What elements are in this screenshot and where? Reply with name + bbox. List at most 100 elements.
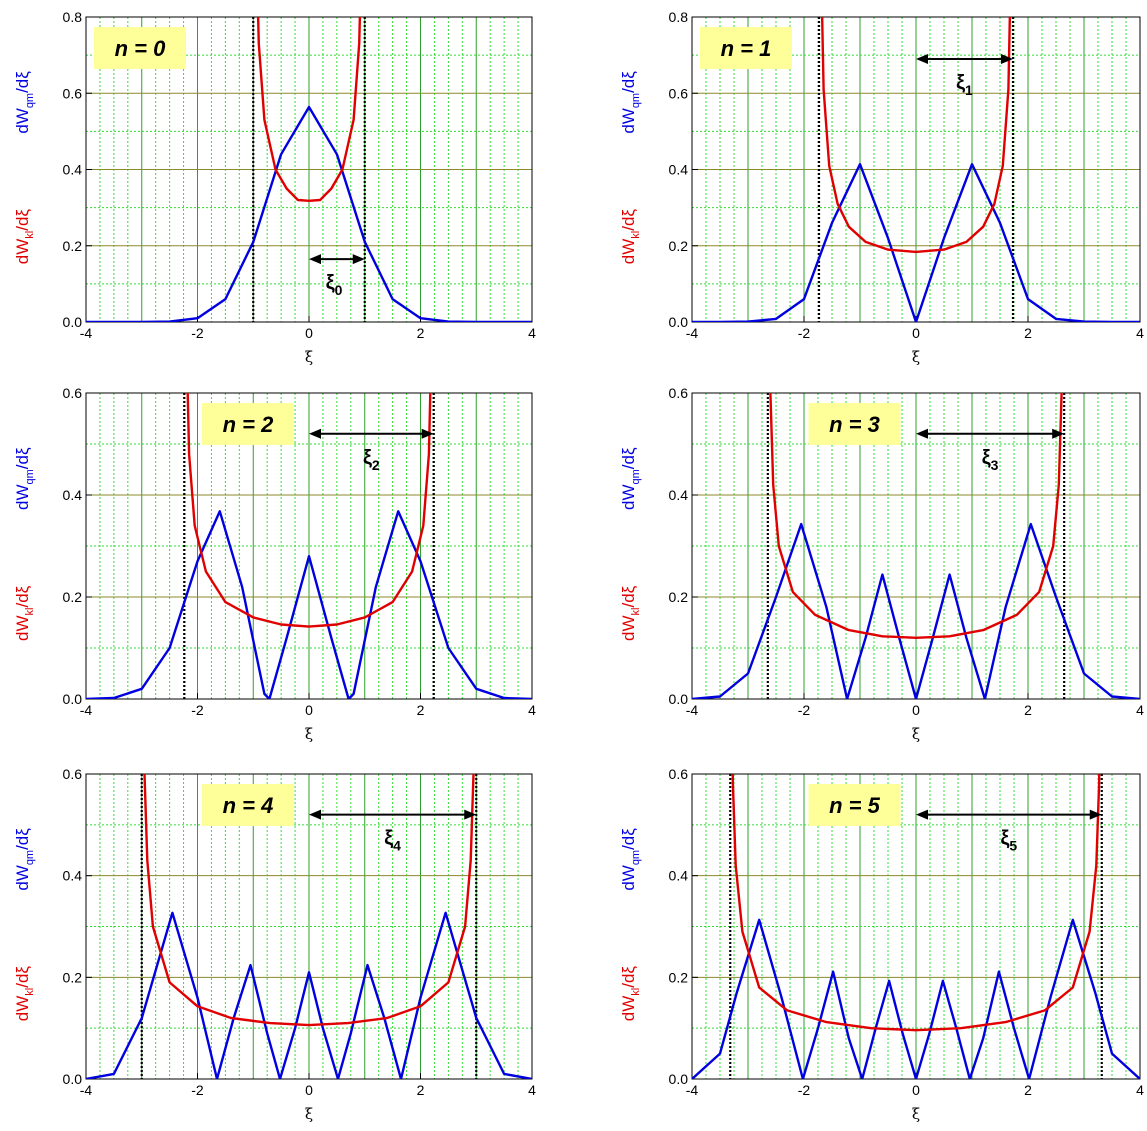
- n-label-box: [201, 403, 294, 445]
- y-tick-label: 0.0: [669, 314, 689, 330]
- n-label: n = 5: [829, 793, 881, 818]
- x-tick-label: 4: [528, 702, 536, 718]
- n-label: n = 3: [829, 412, 880, 437]
- n-label: n = 4: [223, 793, 274, 818]
- arrow-head-right: [1052, 428, 1065, 439]
- y-tick-label: 0.2: [669, 589, 689, 605]
- arrow-head-left: [309, 809, 321, 820]
- arrow-head-left: [916, 809, 928, 820]
- x-tick-label: 0: [912, 702, 920, 718]
- xi-label: ξ1: [956, 72, 973, 98]
- x-tick-label: -2: [191, 702, 204, 718]
- x-tick-label: -2: [798, 325, 811, 341]
- y-axis-label-qm: dWqm/dξ: [13, 828, 36, 891]
- y-tick-label: 0.4: [669, 868, 689, 884]
- n-label-box: [201, 784, 294, 826]
- x-tick-label: 0: [305, 325, 313, 341]
- x-tick-label: 4: [1136, 1082, 1144, 1098]
- series-kl-line: [256, 17, 362, 203]
- arrow-head-left: [309, 428, 321, 439]
- n-label: n = 2: [223, 412, 275, 437]
- y-tick-label: 0.0: [63, 314, 83, 330]
- y-tick-label: 0.4: [669, 162, 689, 178]
- series-kl-line: [143, 774, 475, 1027]
- plot-panel-n5: -4 -2 0 2 4 0.0 0.2 0.4 0.6 ξ dWqm/dξ dWkl/dξ n = 5 ξ…: [619, 766, 1144, 1123]
- y-axis-label-kl: dWkl/dξ: [619, 209, 642, 265]
- series-kl-line: [820, 17, 1012, 254]
- x-tick-label: -4: [80, 702, 93, 718]
- series-kl-line: [186, 393, 432, 628]
- x-axis-label: ξ: [305, 725, 313, 743]
- y-tick-label: 0.2: [669, 238, 689, 254]
- x-tick-label: 4: [1136, 702, 1144, 718]
- plot-panel-n4: -4 -2 0 2 4 0.0 0.2 0.4 0.6 ξ dWqm/dξ dWkl/dξ n = 4 ξ…: [13, 766, 536, 1123]
- y-tick-label: 0.4: [63, 868, 83, 884]
- y-tick-label: 0.0: [669, 691, 689, 707]
- series-qm-line: [692, 522, 1140, 699]
- y-tick-label: 0.2: [63, 589, 83, 605]
- x-tick-label: -4: [80, 1082, 93, 1098]
- y-tick-label: 0.0: [669, 1071, 689, 1087]
- y-tick-label: 0.6: [669, 385, 689, 401]
- series-qm-line: [86, 911, 532, 1079]
- x-tick-label: 2: [417, 1082, 425, 1098]
- x-tick-label: -2: [191, 325, 204, 341]
- xi-label: ξ5: [1001, 828, 1018, 854]
- y-tick-label: 0.4: [63, 487, 83, 503]
- x-tick-label: -4: [686, 702, 699, 718]
- y-axis-label-kl: dWkl/dξ: [13, 585, 36, 641]
- plot-panel-n2: -4 -2 0 2 4 0.0 0.2 0.4 0.6 ξ dWqm/dξ dWkl/dξ n = 2 ξ…: [13, 385, 536, 743]
- y-tick-label: 0.8: [669, 9, 689, 25]
- y-axis-label-kl: dWkl/dξ: [619, 585, 642, 641]
- y-axis-label-qm: dWqm/dξ: [619, 71, 642, 134]
- y-tick-label: 0.8: [63, 9, 83, 25]
- y-axis-label-qm: dWqm/dξ: [619, 828, 642, 891]
- x-tick-label: 0: [912, 1082, 920, 1098]
- n-label-box: [94, 27, 186, 69]
- x-tick-label: 0: [305, 1082, 313, 1098]
- y-tick-label: 0.6: [63, 385, 83, 401]
- y-axis-label-kl: dWkl/dξ: [13, 966, 36, 1022]
- y-tick-label: 0.0: [63, 1071, 83, 1087]
- x-tick-label: 4: [528, 1082, 536, 1098]
- y-tick-label: 0.6: [63, 766, 83, 782]
- series-qm-line: [86, 105, 532, 322]
- x-tick-label: 2: [1024, 325, 1032, 341]
- x-tick-label: -2: [798, 702, 811, 718]
- y-tick-label: 0.4: [63, 162, 83, 178]
- series-kl-line: [769, 393, 1063, 639]
- xi-label: ξ4: [384, 828, 401, 854]
- arrow-head-left: [916, 53, 928, 64]
- x-axis-label: ξ: [912, 1105, 920, 1123]
- x-axis-label: ξ: [305, 1105, 313, 1123]
- x-tick-label: 2: [417, 325, 425, 341]
- n-label-box: [808, 403, 901, 445]
- x-tick-label: 4: [1136, 325, 1144, 341]
- plot-panel-n3: -4 -2 0 2 4 0.0 0.2 0.4 0.6 ξ dWqm/dξ dWkl/dξ n = 3 ξ…: [619, 385, 1144, 743]
- x-axis-label: ξ: [912, 725, 920, 743]
- x-tick-label: -4: [686, 325, 699, 341]
- n-label-box: [700, 27, 792, 69]
- series-qm-line: [692, 162, 1140, 322]
- arrow-head-left: [916, 428, 928, 439]
- x-tick-label: 0: [912, 325, 920, 341]
- x-tick-label: -2: [798, 1082, 811, 1098]
- y-axis-label-qm: dWqm/dξ: [13, 447, 36, 510]
- y-axis-label-kl: dWkl/dξ: [619, 966, 642, 1022]
- y-tick-label: 0.2: [63, 238, 83, 254]
- series-qm-line: [692, 918, 1140, 1079]
- y-axis-label-qm: dWqm/dξ: [13, 71, 36, 134]
- x-axis-label: ξ: [912, 348, 920, 366]
- y-tick-label: 0.4: [669, 487, 689, 503]
- y-tick-label: 0.6: [669, 766, 689, 782]
- plot-panel-n0: -4 -2 0 2 4 0.0 0.2 0.4 0.6 0.8 ξ dWqm/dξ dWkl/dξ n =…: [13, 9, 536, 366]
- xi-label: ξ0: [326, 272, 343, 298]
- x-tick-label: 2: [1024, 702, 1032, 718]
- y-tick-label: 0.2: [63, 969, 83, 985]
- y-axis-label-kl: dWkl/dξ: [13, 209, 36, 265]
- x-tick-label: 2: [417, 702, 425, 718]
- arrow-head-left: [309, 254, 321, 265]
- x-tick-label: -4: [80, 325, 93, 341]
- y-tick-label: 0.6: [669, 85, 689, 101]
